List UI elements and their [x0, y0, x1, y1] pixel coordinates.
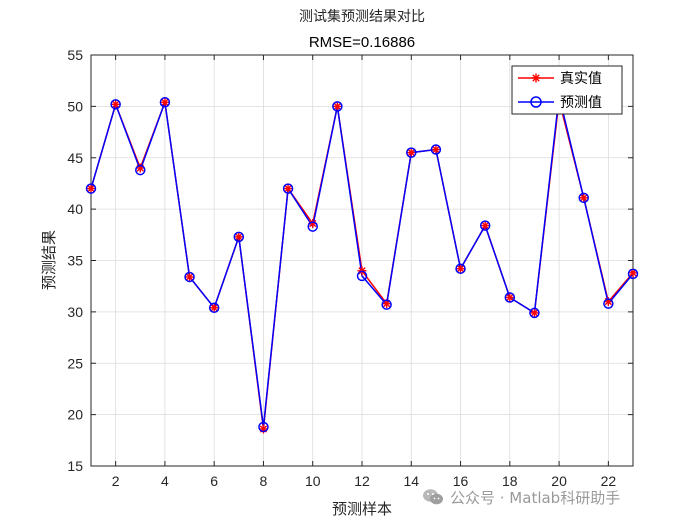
y-tick-label: 20 [67, 407, 83, 423]
legend-label-true: 真实值 [560, 71, 602, 87]
x-tick-label: 4 [161, 473, 169, 489]
y-tick-label: 40 [67, 201, 83, 217]
point-true [185, 272, 195, 282]
point-pred [159, 97, 171, 108]
legend-marker-pred [530, 96, 542, 108]
point-pred [110, 99, 121, 110]
point-true [406, 148, 416, 158]
y-axis-label: 预测结果 [40, 230, 58, 290]
point-pred [430, 144, 442, 155]
grid-lines [91, 54, 633, 467]
point-pred [233, 231, 245, 243]
point-pred [307, 221, 318, 232]
point-pred [627, 268, 639, 280]
watermark: 公众号 · Matlab科研助手 [422, 486, 620, 508]
chart-subtitle: RMSE=0.16886 [309, 34, 415, 51]
point-pred [381, 299, 392, 310]
wechat-icon [423, 489, 443, 505]
legend-marker-true [531, 73, 541, 83]
x-tick-label: 20 [551, 473, 567, 489]
point-pred [504, 292, 516, 303]
x-tick-label: 16 [453, 473, 469, 489]
y-tick-label: 35 [67, 253, 83, 269]
y-tick-label: 45 [67, 150, 83, 166]
point-pred [135, 164, 146, 176]
point-pred [455, 263, 466, 274]
x-tick-label: 18 [502, 473, 518, 489]
x-axis-label: 预测样本 [332, 500, 392, 518]
x-tick-label: 10 [305, 473, 321, 489]
point-true [160, 97, 170, 107]
point-true [579, 193, 589, 203]
legend-label-pred: 预测值 [560, 95, 602, 111]
point-pred [406, 147, 417, 158]
point-true [283, 184, 293, 194]
point-pred [184, 271, 195, 283]
point-pred [258, 421, 269, 433]
legend-asterisk [531, 73, 541, 83]
point-true [209, 303, 219, 313]
point-true [480, 221, 490, 231]
x-tick-label: 12 [354, 473, 370, 489]
point-true [86, 184, 96, 194]
y-tick-label: 55 [67, 47, 83, 63]
point-true [529, 308, 539, 318]
axis-ticks: 2 4 6 8 10 12 14 16 18 20 22 15 20 25 30 35 40 45 50 55 [67, 47, 633, 489]
point-true [234, 232, 244, 242]
point-pred [603, 298, 614, 309]
point-true [456, 264, 466, 274]
x-tick-label: 22 [601, 473, 617, 489]
y-tick-label: 15 [67, 458, 83, 474]
chart-title: 测试集预测结果对比 [299, 8, 425, 25]
series-layer [85, 90, 639, 434]
point-true [431, 145, 441, 155]
point-pred [332, 101, 343, 112]
point-pred [479, 220, 491, 231]
x-tick-label: 6 [210, 473, 218, 489]
point-pred [529, 307, 540, 319]
legend-box [511, 65, 623, 115]
watermark-text: 公众号 · Matlab科研助手 [450, 488, 621, 507]
point-pred [85, 183, 97, 194]
point-true [111, 99, 121, 109]
point-true [505, 292, 515, 302]
point-true [332, 101, 342, 111]
series-line-pred [90, 95, 634, 428]
point-pred [208, 302, 220, 314]
point-pred [356, 270, 368, 282]
x-tick-label: 2 [112, 473, 120, 489]
y-tick-label: 50 [67, 98, 83, 114]
x-tick-label: 8 [260, 473, 268, 489]
legend: 真实值 预测值 [511, 65, 623, 115]
point-pred [578, 192, 589, 204]
x-tick-label: 14 [403, 473, 419, 489]
y-tick-label: 25 [67, 355, 83, 371]
y-tick-label: 30 [67, 304, 83, 320]
point-pred [282, 183, 294, 194]
